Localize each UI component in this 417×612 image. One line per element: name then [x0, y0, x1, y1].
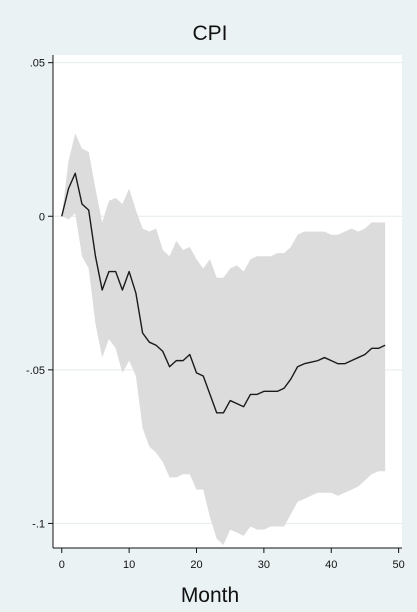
x-tick-label-3: 30: [258, 559, 270, 571]
x-tick-label-1: 10: [123, 559, 135, 571]
x-tick-label-2: 20: [190, 559, 202, 571]
y-tick-label-0: .05: [30, 58, 45, 70]
y-tick-label-1: 0: [39, 211, 45, 223]
x-tick-label-0: 0: [59, 559, 65, 571]
x-tick-label-4: 40: [325, 559, 337, 571]
y-tick-label-3: -.1: [32, 518, 45, 530]
axes: .05 0 -.05 -.1 0 10 20 30 40 50: [26, 55, 405, 571]
confidence-band-layer: [61, 133, 386, 545]
series-line-0: [61, 172, 386, 414]
confidence-band: [61, 133, 386, 545]
x-tick-label-5: 50: [393, 559, 405, 571]
x-axis-label: Month: [181, 584, 239, 607]
series-line-layer: [61, 172, 386, 414]
chart-title: CPI: [192, 22, 227, 45]
y-tick-label-2: -.05: [26, 365, 45, 377]
